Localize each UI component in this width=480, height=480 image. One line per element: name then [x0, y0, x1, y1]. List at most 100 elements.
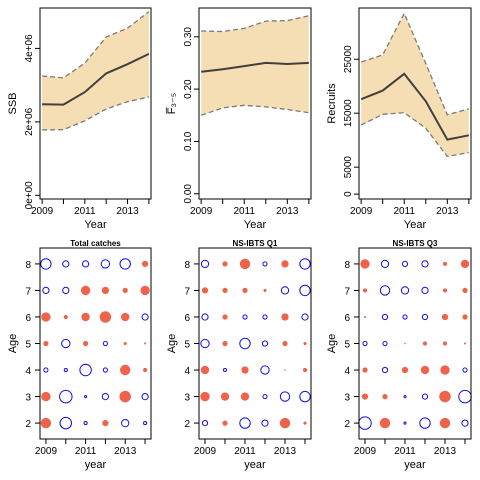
positive-residual-bubble — [439, 417, 451, 429]
panel-title: NS-IBTS Q1 — [233, 239, 278, 248]
positive-residual-bubble — [303, 421, 307, 425]
upper-ci-line — [201, 15, 309, 33]
negative-residual-bubble — [239, 417, 251, 429]
positive-residual-bubble — [101, 286, 110, 295]
positive-residual-bubble — [102, 419, 109, 427]
negative-residual-bubble — [83, 421, 88, 426]
positive-residual-bubble — [420, 365, 430, 375]
negative-residual-bubble — [262, 394, 268, 400]
negative-residual-bubble — [421, 313, 429, 321]
y-axis-label: Age — [7, 334, 19, 354]
negative-residual-bubble — [421, 393, 429, 400]
negative-residual-bubble — [61, 338, 71, 349]
positive-residual-bubble — [144, 342, 147, 345]
y-tick-label: 6 — [184, 313, 190, 324]
negative-residual-bubble — [358, 416, 372, 430]
negative-residual-bubble — [461, 419, 469, 427]
y-tick-label: 2e+06 — [24, 107, 35, 136]
positive-residual-bubble — [40, 417, 52, 429]
x-tick-label: 2009 — [354, 446, 377, 457]
negative-residual-bubble — [63, 367, 68, 373]
negative-residual-bubble — [381, 313, 389, 321]
x-tick-label: 2011 — [74, 206, 96, 217]
negative-residual-bubble — [462, 367, 468, 373]
y-tick-label: 4 — [184, 366, 190, 377]
positive-residual-bubble — [361, 393, 369, 400]
x-tick-label: 2013 — [116, 206, 139, 217]
confidence-band — [42, 11, 149, 130]
positive-residual-bubble — [439, 390, 451, 403]
y-tick-label: 6 — [344, 313, 350, 324]
positive-residual-bubble — [279, 417, 291, 429]
positive-residual-bubble — [462, 314, 468, 320]
y-tick-label: 2 — [344, 419, 350, 430]
plot-frame — [358, 7, 472, 200]
y-tick-label: 0.10 — [183, 131, 194, 151]
y-tick-label: 0.20 — [183, 79, 194, 99]
panel-title: NS-IBTS Q3 — [393, 239, 438, 248]
negative-residual-bubble — [402, 314, 408, 320]
negative-residual-bubble — [102, 367, 108, 373]
y-axis-label: Recruits — [326, 83, 338, 124]
positive-residual-bubble — [123, 341, 127, 346]
y-axis-label: SSB — [7, 92, 19, 114]
positive-residual-bubble — [460, 259, 470, 269]
negative-residual-bubble — [40, 258, 52, 270]
negative-residual-bubble — [262, 261, 268, 267]
positive-residual-bubble — [99, 311, 112, 323]
positive-residual-bubble — [242, 287, 248, 293]
negative-residual-bubble — [362, 340, 368, 347]
estimate-line — [201, 61, 309, 73]
negative-residual-bubble — [201, 313, 209, 321]
positive-residual-bubble — [83, 340, 89, 347]
y-tick-label: 0.00 — [183, 184, 194, 204]
x-tick-label: 2011 — [75, 446, 97, 457]
negative-residual-bubble — [379, 285, 391, 296]
positive-residual-bubble — [362, 367, 368, 373]
y-tick-label: 15000 — [343, 99, 354, 127]
negative-residual-bubble — [81, 260, 90, 268]
x-tick-label: 2011 — [393, 206, 415, 217]
negative-residual-bubble — [200, 338, 210, 349]
negative-residual-bubble — [380, 259, 390, 269]
negative-residual-bubble — [301, 313, 309, 321]
positive-residual-bubble — [41, 312, 51, 322]
negative-residual-bubble — [141, 313, 149, 321]
negative-residual-bubble — [299, 390, 311, 403]
positive-residual-bubble — [284, 369, 286, 371]
positive-residual-bubble — [122, 287, 128, 293]
y-tick-label: 5 — [25, 340, 31, 351]
panel-6: 2 3 4 5 6 7 8 NS-IBTS Q3 2009 2011 2013 year Age — [326, 239, 472, 471]
positive-residual-bubble — [442, 261, 448, 266]
x-tick-label: 2013 — [276, 206, 299, 217]
positive-residual-bubble — [220, 392, 230, 401]
y-tick-label: 5 — [184, 340, 190, 351]
y-tick-label: 7 — [184, 286, 190, 297]
y-tick-label: 8 — [344, 260, 350, 271]
negative-residual-bubble — [200, 259, 210, 269]
negative-residual-bubble — [421, 286, 429, 295]
plot-frame — [39, 247, 152, 440]
y-tick-label: 5000 — [343, 156, 354, 179]
negative-residual-bubble — [279, 391, 291, 402]
y-tick-label: 8 — [184, 260, 190, 271]
positive-residual-bubble — [222, 314, 228, 320]
negative-residual-bubble — [62, 260, 70, 268]
upper-ci-line — [42, 11, 150, 79]
y-tick-label: 6 — [25, 313, 31, 324]
negative-residual-bubble — [262, 314, 268, 320]
plot-frame — [198, 7, 312, 200]
estimate-line — [360, 72, 469, 141]
negative-residual-bubble — [84, 395, 88, 399]
positive-residual-bubble — [222, 340, 228, 347]
negative-residual-bubble — [242, 314, 248, 320]
x-axis-label: year — [244, 459, 266, 471]
negative-residual-bubble — [141, 392, 149, 401]
positive-residual-bubble — [222, 261, 228, 267]
y-tick-label: 3 — [184, 393, 190, 404]
positive-residual-bubble — [401, 366, 409, 374]
lower-ci-line — [360, 112, 469, 158]
negative-residual-bubble — [79, 363, 92, 377]
x-axis-label: year — [404, 459, 426, 471]
positive-residual-bubble — [222, 420, 228, 426]
